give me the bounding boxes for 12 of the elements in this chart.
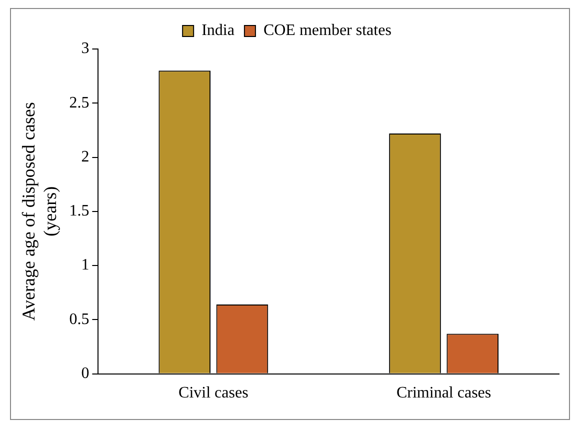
y-tick-label: 3 bbox=[81, 40, 90, 58]
x-tick-label: Criminal cases bbox=[396, 384, 492, 402]
y-tick-label: 1.5 bbox=[69, 202, 90, 220]
y-axis-title: Average age of disposed cases (years) bbox=[18, 102, 60, 321]
legend-label: COE member states bbox=[263, 22, 392, 40]
x-tick-label: Civil cases bbox=[178, 384, 248, 402]
y-tick-label: 0 bbox=[81, 365, 90, 382]
y-tick-label: 0.5 bbox=[69, 310, 90, 328]
y-tick-label: 2 bbox=[81, 148, 90, 166]
y-tick-label: 1 bbox=[81, 256, 90, 274]
y-tick-label: 2.5 bbox=[69, 94, 90, 112]
legend-label: India bbox=[202, 22, 234, 40]
